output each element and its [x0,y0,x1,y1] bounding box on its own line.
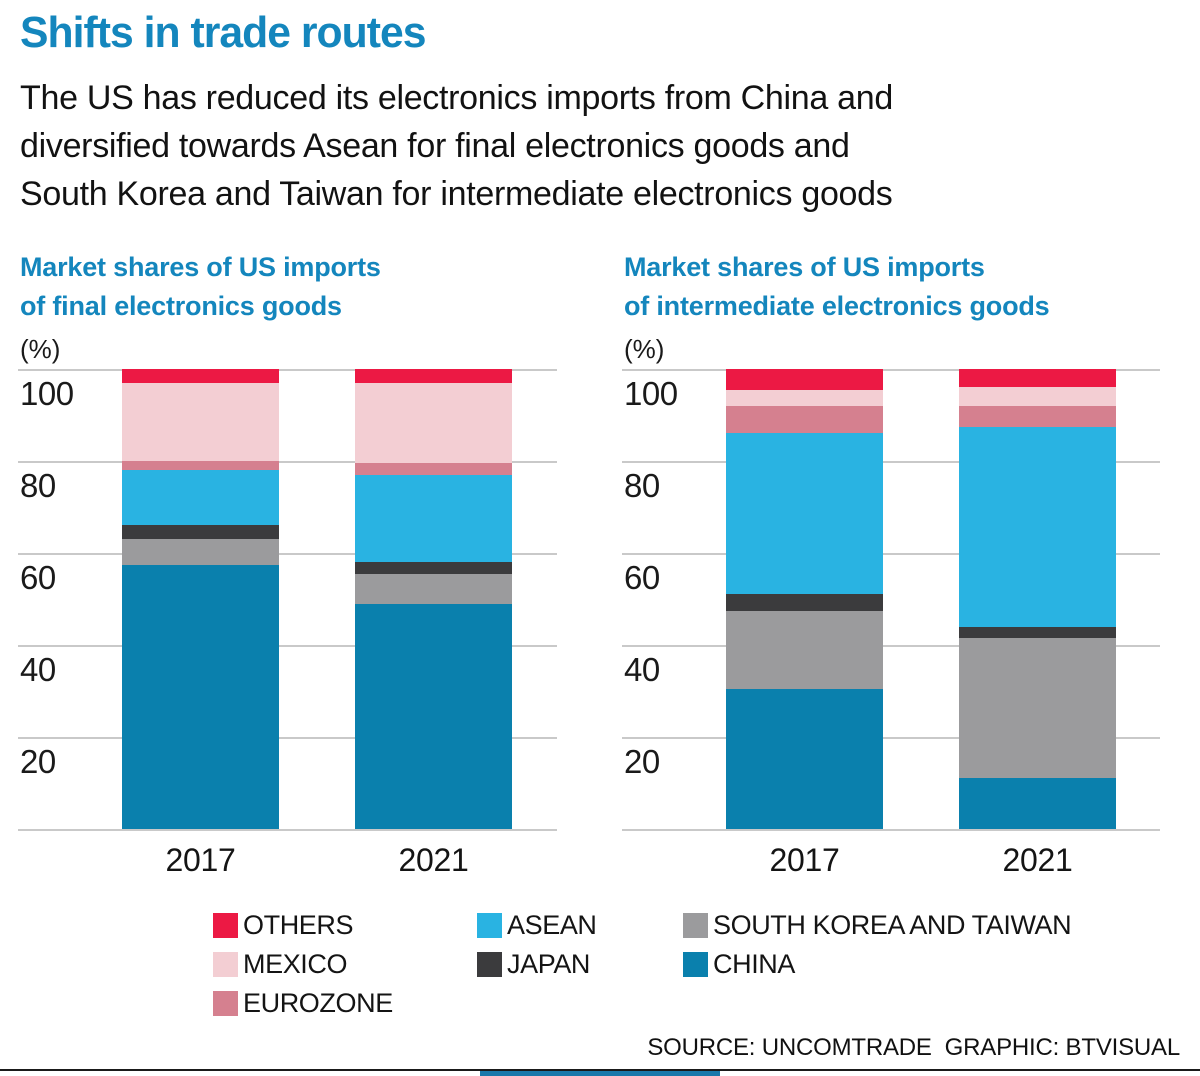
legend-label-others: OTHERS [243,909,354,940]
bottom-accent-bar [480,1071,720,1076]
page-title: Shifts in trade routes [20,8,427,57]
subtitle: The US has reduced its electronics impor… [20,79,893,213]
chart-title-intermediate-goods: Market shares of US imports of intermedi… [624,252,1050,321]
bar-segment-south-korea-and-taiwan-2021 [355,573,512,604]
bar-segment-others-2017 [122,369,279,383]
legend-item-mexico: MEXICO [213,949,477,979]
y-tick-label-20: 20 [624,743,660,780]
gridline-80 [18,461,557,463]
y-tick-label-80: 80 [624,467,660,504]
plot-area-intermediate-goods: 100 80 60 40 20 [622,369,1160,831]
bar-segment-japan-2021 [355,562,512,574]
legend-item-eurozone: EUROZONE [213,988,477,1018]
legend-label-eurozone: EUROZONE [243,987,393,1018]
stacked-bar-2017 [726,369,883,829]
y-tick-label-60: 60 [20,559,56,596]
bar-segment-asean-2021 [959,426,1116,627]
gridline-0 [622,829,1160,831]
legend-label-mexico: MEXICO [243,948,348,979]
chart-intermediate-electronics-goods: Market shares of US imports of intermedi… [622,248,1160,888]
bar-segment-others-2017 [726,369,883,390]
gridline-100 [622,369,1160,371]
bar-segment-eurozone-2021 [355,463,512,475]
bar-segment-eurozone-2017 [122,461,279,471]
gridline-20 [622,737,1160,739]
bar-segment-south-korea-and-taiwan-2017 [122,539,279,565]
legend-swatch-south-korea-and-taiwan [683,912,708,938]
y-tick-label-40: 40 [20,651,56,688]
stacked-bar-2021 [959,369,1116,829]
y-tick-label-20: 20 [20,743,56,780]
bar-segment-japan-2017 [122,525,279,540]
bar-segment-south-korea-and-taiwan-2017 [726,610,883,689]
source-credit: SOURCE: UNCOMTRADE GRAPHIC: BTVISUAL [647,1034,1180,1061]
bar-segment-mexico-2017 [726,389,883,406]
stacked-bar-2021 [355,369,512,829]
bar-segment-japan-2017 [726,594,883,611]
bar-segment-asean-2017 [726,433,883,595]
chart-title-final-goods: Market shares of US imports of final ele… [20,252,381,321]
legend-swatch-japan [477,951,502,977]
legend-label-south-korea-and-taiwan: SOUTH KOREA AND TAIWAN [713,909,1072,940]
legend-swatch-mexico [213,951,238,977]
bar-segment-japan-2021 [959,626,1116,639]
chart-final-electronics-goods: Market shares of US imports of final ele… [18,248,557,888]
stacked-bar-2017 [122,369,279,829]
gridline-20 [18,737,557,739]
bar-segment-mexico-2021 [959,387,1116,406]
gridline-60 [18,553,557,555]
x-axis-label-2021: 2021 [398,842,469,878]
y-axis-unit-label: (%) [20,334,61,364]
bar-segment-others-2021 [355,369,512,383]
gridline-60 [622,553,1160,555]
y-axis-unit-label: (%) [624,334,665,364]
x-axis-intermediate-goods: 2017 2021 [622,842,1160,882]
gridline-40 [18,645,557,647]
gridline-80 [622,461,1160,463]
gridline-100 [18,369,557,371]
legend-item-japan: JAPAN [477,949,683,979]
legend-swatch-china [683,951,708,977]
bar-segment-eurozone-2017 [726,405,883,434]
bar-segment-others-2021 [959,369,1116,388]
bar-segment-south-korea-and-taiwan-2021 [959,638,1116,779]
legend-label-japan: JAPAN [507,948,591,979]
bar-segment-asean-2017 [122,470,279,526]
x-axis-label-2021: 2021 [1002,842,1073,878]
bar-segment-eurozone-2021 [959,405,1116,427]
bar-segment-mexico-2021 [355,382,512,464]
plot-area-final-goods: 100 80 60 40 20 [18,369,557,831]
legend-item-others: OTHERS [213,910,477,940]
y-tick-label-60: 60 [624,559,660,596]
x-axis-final-goods: 2017 2021 [18,842,557,882]
bar-segment-china-2021 [959,778,1116,829]
gridline-0 [18,829,557,831]
bar-segment-asean-2021 [355,474,512,563]
y-tick-label-100: 100 [20,375,74,412]
gridline-40 [622,645,1160,647]
x-axis-label-2017: 2017 [165,842,236,878]
legend-label-asean: ASEAN [507,909,597,940]
legend-swatch-asean [477,912,502,938]
bottom-rule [0,1069,1200,1071]
bar-segment-china-2021 [355,603,512,829]
bar-segment-china-2017 [726,688,883,829]
bar-segment-mexico-2017 [122,382,279,462]
legend-swatch-eurozone [213,990,238,1016]
legend-item-asean: ASEAN [477,910,683,940]
y-tick-label-40: 40 [624,651,660,688]
legend: OTHERS ASEAN SOUTH KOREA AND TAIWAN MEXICO J… [213,909,1072,1018]
y-tick-label-80: 80 [20,467,56,504]
legend-item-china: CHINA [683,949,1071,979]
y-tick-label-100: 100 [624,375,678,412]
legend-swatch-others [213,912,238,938]
legend-label-china: CHINA [713,948,796,979]
x-axis-label-2017: 2017 [769,842,840,878]
legend-item-south-korea-and-taiwan: SOUTH KOREA AND TAIWAN [683,909,1072,940]
bar-segment-china-2017 [122,564,279,829]
